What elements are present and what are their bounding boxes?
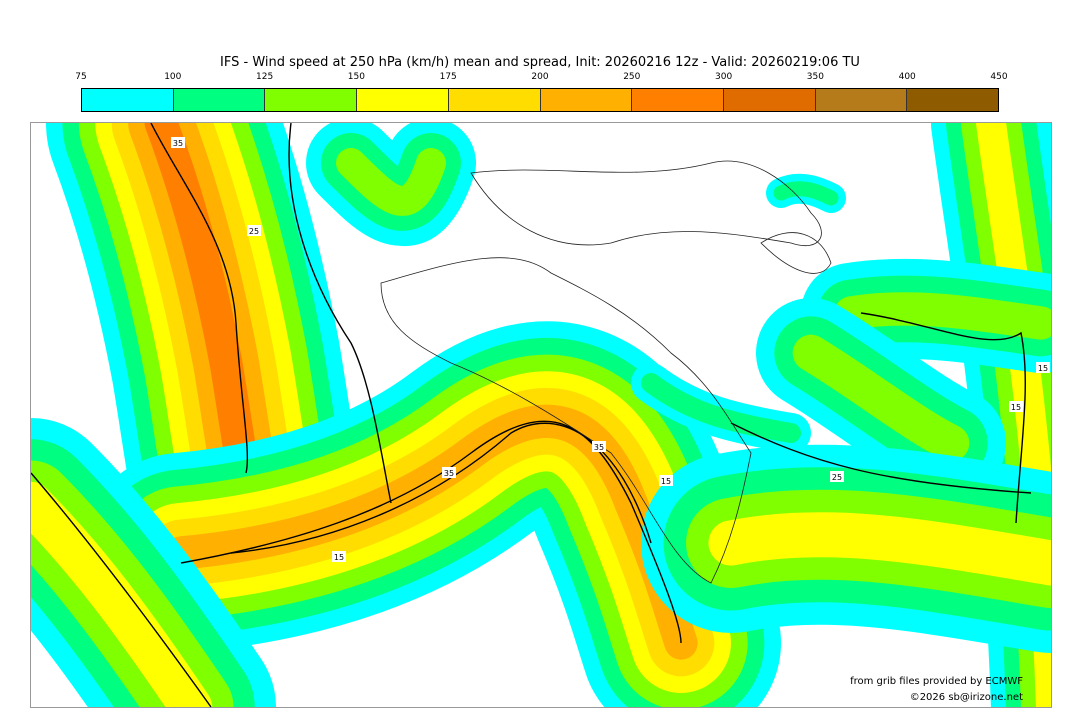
contour-label-bg	[332, 551, 346, 562]
wind-speed-band	[708, 512, 1051, 586]
colorbar-swatch	[357, 89, 449, 111]
colorbar-ticks: 75 100 125 150 175 200 250 300 350 400 450	[75, 72, 1007, 84]
contour-label-bg	[1009, 401, 1023, 412]
colorbar-tick-label: 125	[256, 72, 274, 82]
data-source-credit: from grib files provided by ECMWF	[850, 676, 1023, 687]
wind-speed-band	[336, 148, 446, 216]
colorbar-tick-label: 350	[806, 72, 824, 82]
wind-speed-band	[834, 292, 1051, 340]
colorbar-tick-label: 450	[990, 72, 1008, 82]
colorbar-tick-label: 300	[715, 72, 733, 82]
wind-speed-band	[773, 181, 839, 206]
contour-label: 15	[1038, 364, 1048, 373]
isotach-contour	[31, 472, 212, 707]
wind-speed-band	[31, 481, 213, 707]
wind-speed-map: 35 25 35 35 15 15 25 15 15 from grib files provi…	[30, 122, 1052, 708]
colorbar-swatch	[815, 89, 908, 111]
contour-label-bg	[830, 471, 844, 482]
contour-label: 35	[444, 469, 454, 478]
isotach-contour	[150, 123, 249, 474]
colorbar-tick-label: 250	[623, 72, 641, 82]
colorbar-swatch	[632, 89, 724, 111]
map-title: IFS - Wind speed at 250 hPa (km/h) mean …	[220, 55, 860, 70]
contour-label-bg	[1036, 362, 1050, 373]
wind-speed-band	[792, 334, 970, 462]
contour-label: 25	[832, 473, 842, 482]
contour-label-bg	[659, 475, 673, 486]
colorbar-swatch	[82, 89, 174, 111]
colorbar-tick-label: 400	[898, 72, 916, 82]
isotach-contour	[730, 422, 1032, 494]
colorbar-swatch	[723, 89, 816, 111]
coastline	[760, 232, 832, 274]
colorbar-swatch	[907, 89, 999, 111]
colorbar-tick-label: 75	[75, 72, 87, 82]
colorbar-legend	[81, 88, 999, 112]
contour-label-bg	[442, 467, 456, 478]
isotach-contour	[180, 420, 682, 644]
contour-label: 35	[173, 139, 183, 148]
colorbar-tick-label: 200	[531, 72, 549, 82]
contour-label-bg	[592, 441, 606, 452]
wind-speed-band	[641, 373, 801, 443]
colorbar-swatch	[540, 89, 633, 111]
isotach-contour	[230, 422, 652, 554]
colorbar-tick-label: 175	[439, 72, 457, 82]
colorbar-tick-label: 150	[347, 72, 365, 82]
coastline	[380, 257, 752, 584]
contour-label: 35	[594, 443, 604, 452]
coastline	[470, 160, 822, 247]
contour-label: 15	[1011, 403, 1021, 412]
isotach-contour	[860, 312, 1026, 524]
colorbar-swatch	[265, 89, 358, 111]
colorbar-swatch	[448, 89, 541, 111]
copyright-credit: ©2026 sb@irizone.net	[909, 692, 1023, 703]
contour-label: 15	[661, 477, 671, 486]
contour-label-bg	[247, 225, 261, 236]
isotach-contour	[288, 123, 392, 504]
colorbar-swatch	[173, 89, 266, 111]
contour-label: 25	[249, 227, 259, 236]
contour-label-bg	[171, 137, 185, 148]
colorbar-tick-label: 100	[164, 72, 182, 82]
contour-label: 15	[334, 553, 344, 562]
